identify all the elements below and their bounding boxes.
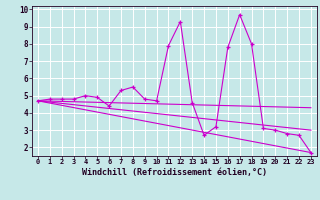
X-axis label: Windchill (Refroidissement éolien,°C): Windchill (Refroidissement éolien,°C) [82, 168, 267, 177]
